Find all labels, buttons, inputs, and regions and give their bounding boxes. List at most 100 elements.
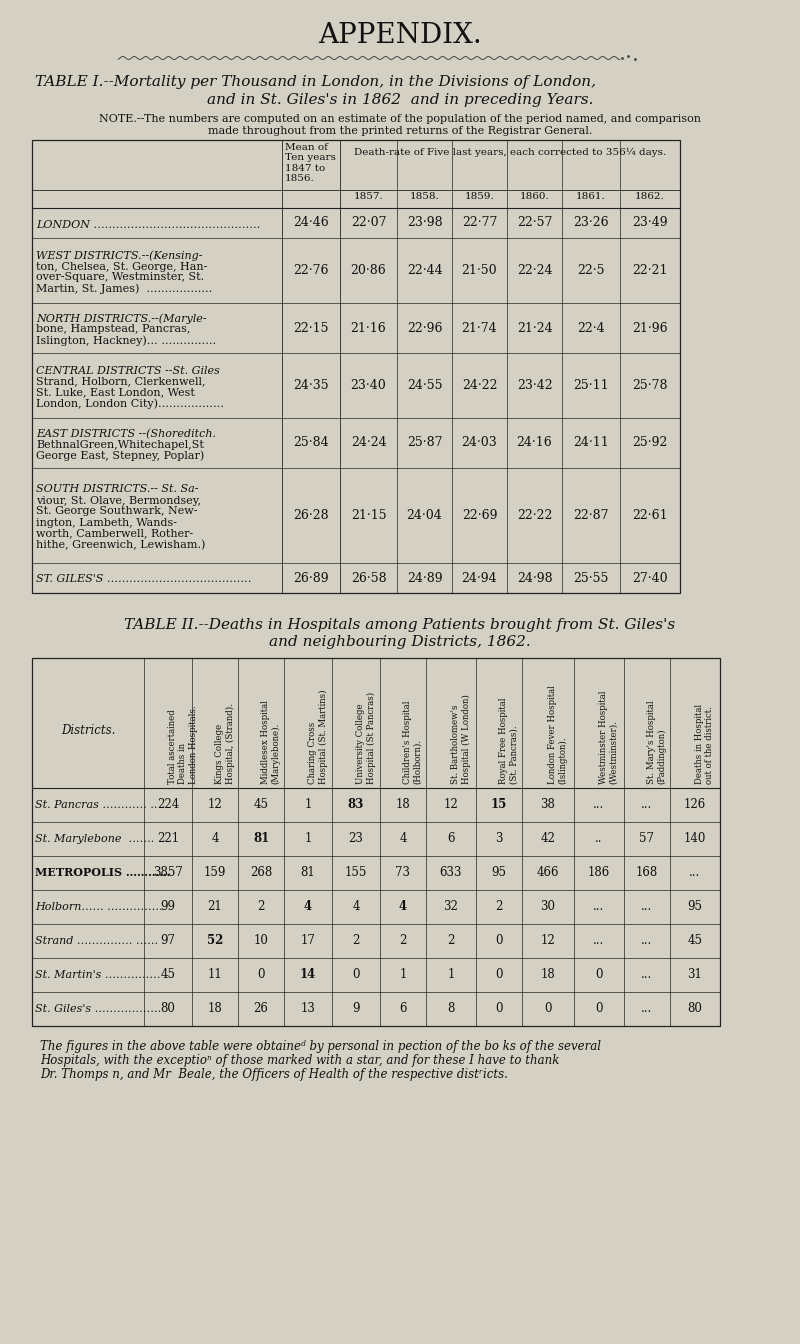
Text: 12: 12	[541, 934, 555, 948]
Text: 73: 73	[395, 867, 410, 879]
Text: 24·03: 24·03	[462, 437, 498, 449]
Text: 95: 95	[687, 900, 702, 914]
Text: 0: 0	[544, 1003, 552, 1016]
Text: 52: 52	[207, 934, 223, 948]
Text: 11: 11	[208, 969, 222, 981]
Text: 23: 23	[349, 832, 363, 845]
Text: 21·50: 21·50	[462, 263, 498, 277]
Text: 4: 4	[399, 900, 407, 914]
Text: ST. GILES'S …………………………………: ST. GILES'S …………………………………	[36, 574, 251, 585]
Text: 81: 81	[253, 832, 269, 845]
Text: 3857: 3857	[153, 867, 183, 879]
Text: APPENDIX.: APPENDIX.	[318, 22, 482, 48]
Text: 21: 21	[208, 900, 222, 914]
Text: 81: 81	[301, 867, 315, 879]
Text: 24·16: 24·16	[517, 437, 552, 449]
Text: Districts.: Districts.	[61, 724, 115, 738]
Text: 80: 80	[687, 1003, 702, 1016]
Text: 1858.: 1858.	[410, 192, 439, 202]
Text: 12: 12	[444, 798, 458, 812]
Text: viour, St. Olave, Bermondsey,: viour, St. Olave, Bermondsey,	[36, 496, 201, 505]
Text: 8: 8	[447, 1003, 454, 1016]
Text: 4: 4	[211, 832, 218, 845]
Text: George East, Stepney, Poplar): George East, Stepney, Poplar)	[36, 450, 204, 461]
Text: 186: 186	[588, 867, 610, 879]
Text: 1: 1	[399, 969, 406, 981]
Text: 99: 99	[161, 900, 175, 914]
Text: 24·35: 24·35	[293, 379, 329, 392]
Text: 23·42: 23·42	[517, 379, 552, 392]
Text: NOTE.--The numbers are computed on an estimate of the population of the period n: NOTE.--The numbers are computed on an es…	[99, 114, 701, 124]
Text: 14: 14	[300, 969, 316, 981]
Text: 221: 221	[157, 832, 179, 845]
Text: St. Bartholomew's
Hospital (W London): St. Bartholomew's Hospital (W London)	[451, 694, 470, 784]
Text: 24·04: 24·04	[406, 509, 442, 521]
Text: 83: 83	[348, 798, 364, 812]
Text: and in St. Giles's in 1862  and in preceding Years.: and in St. Giles's in 1862 and in preced…	[206, 93, 594, 108]
Text: 633: 633	[440, 867, 462, 879]
Text: 20·86: 20·86	[350, 263, 386, 277]
Bar	[32, 659, 720, 1025]
Text: 24·24: 24·24	[350, 437, 386, 449]
Text: 1861.: 1861.	[576, 192, 606, 202]
Text: 18: 18	[541, 969, 555, 981]
Text: 25·78: 25·78	[632, 379, 668, 392]
Text: 22·5: 22·5	[578, 263, 605, 277]
Text: WEST DISTRICTS.--(Kensing-: WEST DISTRICTS.--(Kensing-	[36, 250, 202, 261]
Text: 2: 2	[447, 934, 454, 948]
Text: Hospitals, with the exceptioⁿ of those marked with a star, and for these I have : Hospitals, with the exceptioⁿ of those m…	[40, 1054, 559, 1067]
Text: 25·84: 25·84	[293, 437, 329, 449]
Text: 22·96: 22·96	[406, 321, 442, 335]
Text: 95: 95	[491, 867, 506, 879]
Text: 466: 466	[537, 867, 559, 879]
Text: St. Luke, East London, West: St. Luke, East London, West	[36, 387, 195, 398]
Text: 126: 126	[684, 798, 706, 812]
Text: 168: 168	[636, 867, 658, 879]
Text: St. Mary's Hospital
(Paddington): St. Mary's Hospital (Paddington)	[647, 700, 666, 784]
Text: London, London City)………………: London, London City)………………	[36, 399, 224, 409]
Text: 0: 0	[495, 1003, 502, 1016]
Text: ...: ...	[642, 798, 653, 812]
Text: 21·15: 21·15	[350, 509, 386, 521]
Text: 22·87: 22·87	[574, 509, 609, 521]
Text: 21·24: 21·24	[517, 321, 552, 335]
Text: 24·98: 24·98	[517, 571, 552, 585]
Text: 2: 2	[352, 934, 360, 948]
Text: 57: 57	[639, 832, 654, 845]
Text: St. George Southwark, New-: St. George Southwark, New-	[36, 507, 198, 516]
Text: 1: 1	[447, 969, 454, 981]
Text: 30: 30	[541, 900, 555, 914]
Text: 24·11: 24·11	[573, 437, 609, 449]
Text: 23·26: 23·26	[573, 216, 609, 230]
Bar	[32, 140, 680, 593]
Text: 22·76: 22·76	[294, 263, 329, 277]
Text: Deaths in Hospital
out of the district.: Deaths in Hospital out of the district.	[695, 704, 714, 784]
Text: 155: 155	[345, 867, 367, 879]
Text: 22·15: 22·15	[294, 321, 329, 335]
Text: Children's Hospital
(Holborn).: Children's Hospital (Holborn).	[403, 700, 422, 784]
Text: 22·61: 22·61	[632, 509, 668, 521]
Text: 22·69: 22·69	[462, 509, 498, 521]
Text: St. Martin's ……………: St. Martin's ……………	[35, 970, 161, 980]
Text: 25·87: 25·87	[406, 437, 442, 449]
Text: Mean of
Ten years
1847 to
1856.: Mean of Ten years 1847 to 1856.	[285, 142, 336, 183]
Text: 1: 1	[304, 832, 312, 845]
Text: 45: 45	[687, 934, 702, 948]
Text: Kings College
Hospital, (Strand).: Kings College Hospital, (Strand).	[215, 703, 234, 784]
Text: ...: ...	[642, 900, 653, 914]
Text: 23·40: 23·40	[350, 379, 386, 392]
Text: 45: 45	[254, 798, 269, 812]
Text: 1857.: 1857.	[354, 192, 383, 202]
Text: 21·96: 21·96	[632, 321, 668, 335]
Text: ton, Chelsea, St. George, Han-: ton, Chelsea, St. George, Han-	[36, 262, 207, 271]
Text: made throughout from the printed returns of the Registrar General.: made throughout from the printed returns…	[208, 126, 592, 136]
Text: 0: 0	[495, 969, 502, 981]
Text: 1: 1	[304, 798, 312, 812]
Text: 12: 12	[208, 798, 222, 812]
Text: 22·4: 22·4	[577, 321, 605, 335]
Text: 24·94: 24·94	[462, 571, 498, 585]
Text: 26·89: 26·89	[293, 571, 329, 585]
Text: and neighbouring Districts, 1862.: and neighbouring Districts, 1862.	[269, 634, 531, 649]
Text: 2: 2	[258, 900, 265, 914]
Text: 24·22: 24·22	[462, 379, 498, 392]
